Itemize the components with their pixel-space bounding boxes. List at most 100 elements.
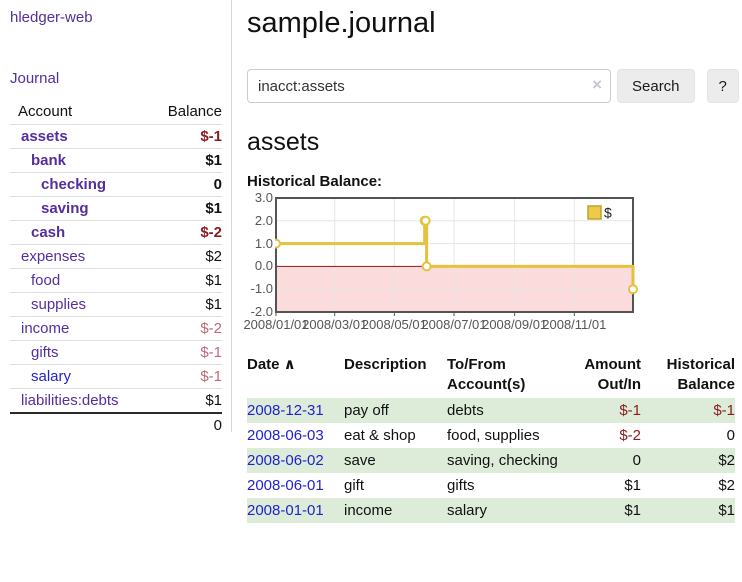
sort-asc-icon[interactable]: ∧ bbox=[279, 356, 296, 373]
chart-legend: $ bbox=[587, 205, 612, 221]
chart-y-tick: -2.0 bbox=[250, 304, 273, 319]
transaction-date-link[interactable]: 2008-06-03 bbox=[247, 427, 324, 444]
transaction-description: gift bbox=[344, 477, 365, 494]
chart-x-tick: 2008/09/01 bbox=[482, 317, 548, 332]
clear-search-icon[interactable]: × bbox=[592, 75, 602, 94]
account-link-saving[interactable]: saving bbox=[41, 200, 89, 217]
account-row: income $-2 bbox=[10, 316, 222, 341]
account-cell: salary bbox=[10, 365, 145, 389]
accounts-header-row: Account Balance bbox=[10, 100, 222, 125]
transaction-balance: $-1 bbox=[713, 402, 735, 419]
historical-balance-chart[interactable]: $3.0 2.0 1.0 0.0 -1.0 -2.0 2008/01/01 2008/03/0… bbox=[243, 190, 667, 341]
account-link-income[interactable]: income bbox=[21, 320, 70, 337]
transaction-description: pay off bbox=[344, 402, 389, 419]
search-input[interactable] bbox=[247, 69, 611, 103]
account-heading: assets bbox=[247, 128, 320, 156]
account-cell: saving bbox=[10, 197, 145, 221]
account-row: bank $1 bbox=[10, 148, 222, 173]
transaction-balance: 0 bbox=[726, 427, 735, 444]
transaction-date-link[interactable]: 2008-12-31 bbox=[247, 402, 324, 419]
account-link-salary[interactable]: salary bbox=[31, 368, 72, 385]
account-balance: $-1 bbox=[200, 344, 222, 361]
chart-x-tick: 2008/01/01 bbox=[243, 317, 309, 332]
search-button[interactable]: Search bbox=[617, 69, 695, 103]
account-link-expenses[interactable]: expenses bbox=[21, 248, 86, 265]
register-table: Date ∧ Description To/From Account(s) Amoun… bbox=[247, 353, 735, 523]
page-title: sample.journal bbox=[247, 7, 436, 39]
account-link-cash[interactable]: cash bbox=[31, 224, 66, 241]
account-balance: $1 bbox=[205, 200, 222, 217]
account-balance: $1 bbox=[205, 392, 222, 409]
transaction-date: 2008-06-01 bbox=[247, 473, 344, 498]
account-row: saving $1 bbox=[10, 196, 222, 221]
transaction-row: 2008-06-01 gift gifts $1 $2 bbox=[247, 473, 735, 498]
account-cell: checking bbox=[10, 173, 145, 197]
account-row: salary $-1 bbox=[10, 364, 222, 389]
accounts-balance-table: Account Balance assets $-1 bank $1 checking 0… bbox=[10, 100, 222, 437]
account-link-checking[interactable]: checking bbox=[41, 176, 107, 193]
account-row: gifts $-1 bbox=[10, 340, 222, 365]
chart-x-tick: 2008/07/01 bbox=[421, 317, 487, 332]
transaction-date: 2008-12-31 bbox=[247, 398, 344, 423]
transaction-row: 2008-12-31 pay off debts $-1 $-1 bbox=[247, 398, 735, 423]
nav-journal-link[interactable]: Journal bbox=[10, 70, 60, 87]
account-cell: income bbox=[10, 317, 145, 341]
account-balance: $1 bbox=[205, 272, 222, 289]
transaction-balance: $1 bbox=[718, 502, 735, 519]
chart-canvas[interactable]: $ bbox=[275, 197, 643, 319]
register-col-date[interactable]: Date ∧ bbox=[247, 356, 296, 373]
transaction-date-link[interactable]: 2008-01-01 bbox=[247, 502, 324, 519]
app-title-link[interactable]: hledger-web bbox=[10, 9, 93, 26]
accounts-header-account: Account bbox=[18, 103, 73, 120]
account-row: expenses $2 bbox=[10, 244, 222, 269]
account-balance: $1 bbox=[205, 296, 222, 313]
chart-x-tick: 2008/03/01 bbox=[302, 317, 368, 332]
transaction-row: 2008-01-01 income salary $1 $1 bbox=[247, 498, 735, 523]
transaction-accounts: debts bbox=[447, 402, 484, 419]
account-link-bank[interactable]: bank bbox=[31, 152, 67, 169]
account-link-food[interactable]: food bbox=[31, 272, 61, 289]
account-link-gifts[interactable]: gifts bbox=[31, 344, 59, 361]
account-cell: gifts bbox=[10, 341, 145, 365]
account-cell: expenses bbox=[10, 245, 145, 269]
account-balance: $-1 bbox=[200, 128, 222, 145]
svg-text:$: $ bbox=[604, 205, 612, 221]
transaction-row: 2008-06-02 save saving, checking 0 $2 bbox=[247, 448, 735, 473]
transaction-amount: $-2 bbox=[619, 427, 641, 444]
chart-y-tick: 2.0 bbox=[254, 212, 273, 228]
transaction-balance: $2 bbox=[718, 477, 735, 494]
transaction-date: 2008-06-02 bbox=[247, 448, 344, 473]
chart-x-tick: 2008/05/01 bbox=[361, 317, 427, 332]
chart-label: Historical Balance: bbox=[247, 173, 383, 190]
transaction-description: save bbox=[344, 452, 376, 469]
register-header-row: Date ∧ Description To/From Account(s) Amoun… bbox=[247, 353, 735, 398]
account-balance: $-1 bbox=[200, 368, 222, 385]
account-balance: $2 bbox=[205, 248, 222, 265]
search-form: × Search ? bbox=[247, 69, 739, 103]
account-cell: supplies bbox=[10, 293, 145, 317]
help-button[interactable]: ? bbox=[706, 69, 739, 103]
account-cell: assets bbox=[10, 125, 145, 149]
transaction-amount: $1 bbox=[624, 502, 641, 519]
account-link-liabilities-debts[interactable]: liabilities:debts bbox=[21, 392, 119, 409]
account-row: supplies $1 bbox=[10, 292, 222, 317]
chart-y-tick: -1.0 bbox=[250, 281, 273, 297]
account-row: liabilities:debts $1 bbox=[10, 388, 222, 414]
transaction-accounts: saving, checking bbox=[447, 452, 558, 469]
transaction-description: eat & shop bbox=[344, 427, 416, 444]
account-balance: 0 bbox=[213, 176, 222, 193]
transaction-accounts: gifts bbox=[447, 477, 475, 494]
search-field-wrap: × bbox=[247, 69, 611, 103]
transaction-date-link[interactable]: 2008-06-01 bbox=[247, 477, 324, 494]
transaction-date-link[interactable]: 2008-06-02 bbox=[247, 452, 324, 469]
register-col-amount-out-in: Amount Out/In bbox=[584, 356, 641, 393]
transaction-accounts: salary bbox=[447, 502, 488, 519]
accounts-header-balance: Balance bbox=[167, 103, 222, 120]
accounts-total-row: 0 bbox=[10, 413, 222, 437]
page: hledger-web Journal Account Balance asse… bbox=[10, 0, 742, 523]
account-link-supplies[interactable]: supplies bbox=[31, 296, 87, 313]
account-link-assets[interactable]: assets bbox=[21, 128, 68, 145]
transaction-balance: $2 bbox=[718, 452, 735, 469]
main-content: sample.journal × Search ? assets Histori… bbox=[232, 0, 742, 523]
accounts-total-balance: 0 bbox=[213, 417, 222, 434]
